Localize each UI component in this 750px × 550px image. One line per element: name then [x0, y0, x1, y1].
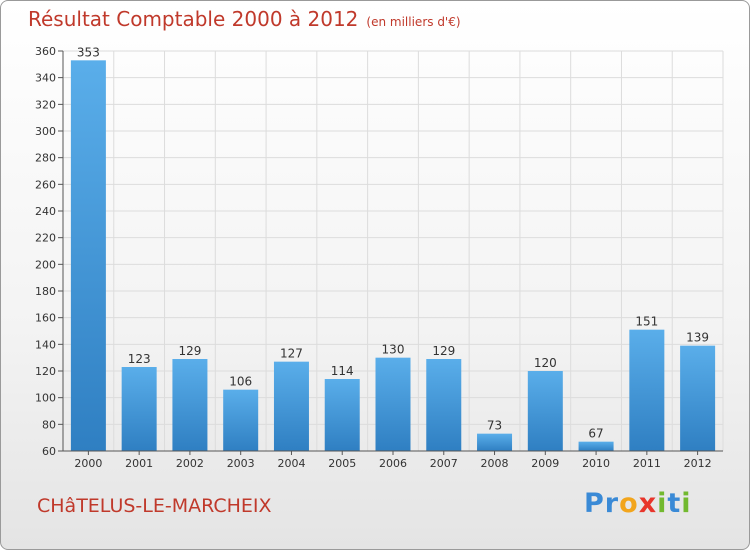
bar-2001[interactable] [121, 367, 157, 451]
x-tick-label: 2002 [176, 457, 204, 470]
x-tick-label: 2005 [328, 457, 356, 470]
logo-letter: i [681, 488, 692, 519]
label-layer: 353 2000 123 2001 129 2002 106 2003 127 2004 114 20… [74, 45, 711, 470]
bar-2007[interactable] [426, 359, 462, 451]
bar-2010[interactable] [578, 441, 614, 451]
logo-letter: o [619, 488, 639, 519]
value-label: 123 [128, 352, 151, 366]
x-tick-label: 2007 [430, 457, 458, 470]
bar-layer [70, 60, 716, 451]
logo-letter: i [657, 488, 668, 519]
y-tick-label: 200 [35, 258, 56, 271]
logo-letter: P [584, 488, 605, 519]
y-tick-label: 120 [35, 365, 56, 378]
commune-name: CHâTELUS-LE-MARCHEIX [37, 495, 272, 517]
value-label: 139 [686, 331, 709, 345]
x-tick-label: 2008 [481, 457, 509, 470]
bar-2009[interactable] [527, 371, 563, 451]
value-label: 129 [432, 344, 455, 358]
logo-letter: x [638, 488, 658, 519]
bar-2005[interactable] [324, 379, 360, 451]
bar-2011[interactable] [629, 329, 665, 451]
x-tick-label: 2012 [684, 457, 712, 470]
value-label: 67 [588, 427, 603, 441]
y-tick-label: 180 [35, 285, 56, 298]
x-tick-label: 2006 [379, 457, 407, 470]
value-label: 106 [229, 375, 252, 389]
proxiti-logo[interactable]: Proxiti [584, 488, 692, 519]
value-label: 151 [635, 315, 658, 329]
y-tick-label: 260 [35, 178, 56, 191]
value-label: 129 [178, 344, 201, 358]
value-label: 127 [280, 347, 303, 361]
y-tick-label: 320 [35, 98, 56, 111]
value-label: 114 [331, 364, 354, 378]
logo-letter: t [667, 488, 682, 519]
y-tick-label: 60 [42, 445, 56, 458]
x-tick-label: 2009 [531, 457, 559, 470]
value-label: 73 [487, 419, 502, 433]
bar-2006[interactable] [375, 357, 411, 451]
bar-2004[interactable] [273, 361, 309, 451]
y-tick-label: 140 [35, 338, 56, 351]
bar-2008[interactable] [477, 433, 513, 451]
value-label: 120 [534, 356, 557, 370]
x-tick-label: 2010 [582, 457, 610, 470]
y-tick-label: 220 [35, 232, 56, 245]
bar-2012[interactable] [680, 345, 716, 451]
chart-title-main: Résultat Comptable 2000 à 2012 [28, 7, 359, 31]
value-label: 130 [382, 343, 405, 357]
bar-2003[interactable] [223, 389, 259, 451]
y-tick-label: 340 [35, 72, 56, 85]
y-tick-label: 360 [35, 45, 56, 58]
x-tick-label: 2004 [277, 457, 305, 470]
y-tick-label: 280 [35, 152, 56, 165]
x-tick-label: 2011 [633, 457, 661, 470]
y-tick-label: 160 [35, 312, 56, 325]
axis-layer: 60 80 100 120 140 160 180 200 220 240 260 280 300 320… [35, 45, 723, 458]
bar-2002[interactable] [172, 359, 208, 451]
chart-title-unit: (en milliers d'€) [366, 15, 461, 29]
bar-2000[interactable] [70, 60, 106, 451]
y-tick-label: 100 [35, 392, 56, 405]
value-label: 353 [77, 45, 100, 59]
y-tick-label: 300 [35, 125, 56, 138]
chart-title: Résultat Comptable 2000 à 2012 (en millie… [28, 7, 461, 31]
x-tick-label: 2000 [74, 457, 102, 470]
x-tick-label: 2003 [227, 457, 255, 470]
y-tick-label: 80 [42, 418, 56, 431]
x-tick-label: 2001 [125, 457, 153, 470]
y-tick-label: 240 [35, 205, 56, 218]
logo-letter: r [604, 488, 620, 519]
